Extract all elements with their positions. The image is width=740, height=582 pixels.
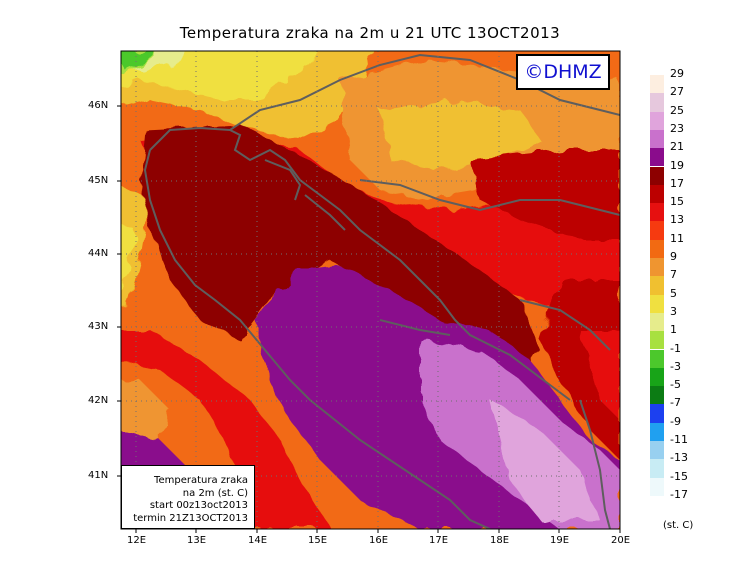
legend-swatch [650,367,664,387]
legend-swatch [650,129,664,149]
legend-units: (st. C) [663,520,694,531]
legend-swatch [650,477,664,496]
legend-swatch [650,148,664,167]
info-line-start: start 00z13oct2013 [149,500,248,511]
legend-label: 1 [670,323,677,337]
lon-label-19e: 19E [550,535,570,546]
legend-label: 15 [670,195,684,209]
legend-label: 3 [670,304,677,318]
legend-swatch [650,459,664,478]
legend-label: 5 [670,286,677,300]
legend-label: -7 [670,396,681,410]
lon-label-14e: 14E [248,535,268,546]
temperature-field [121,51,620,529]
lat-label-44n: 44N [88,248,109,259]
lon-label-18e: 18E [490,535,510,546]
legend-swatch [650,239,664,258]
legend-swatch [650,166,664,185]
legend-label: -17 [670,487,688,501]
legend-label: 19 [670,158,684,172]
legend-swatch [650,404,664,423]
legend-label: -13 [670,451,688,465]
legend-swatch [650,349,664,368]
lon-label-16e: 16E [369,535,389,546]
legend-label: -9 [670,414,681,428]
legend-swatch [650,294,664,313]
legend-label: 21 [670,140,684,154]
legend-swatch [650,312,664,332]
info-line-variable: Temperatura zraka [154,475,248,486]
legend-label: 7 [670,268,677,282]
lat-label-43n: 43N [88,321,109,332]
map-title: Temperatura zraka na 2m u 21 UTC 13OCT20… [179,24,561,42]
lat-label-42n: 42N [88,395,109,406]
coastlines [143,53,620,529]
legend-label: 17 [670,176,684,190]
lon-label-13e: 13E [187,535,207,546]
legend-label: 13 [670,213,684,227]
lon-label-20e: 20E [611,535,631,546]
legend-swatch [650,258,664,277]
legend-label: -15 [670,469,688,483]
legend-swatch [650,386,664,405]
axis-ticks [117,105,621,533]
legend-label: 11 [670,231,684,245]
legend-swatch [650,111,664,130]
lat-label-41n: 41N [88,470,109,481]
legend-swatch [650,276,664,295]
dhmz-copyright-logo: ©DHMZ [516,54,610,90]
lon-label-15e: 15E [308,535,328,546]
lat-label-45n: 45N [88,175,109,186]
legend-label: 29 [670,67,684,80]
legend-swatch [650,93,664,112]
legend-swatch [650,203,664,222]
info-box: Temperatura zraka na 2m (st. C) start 00… [121,465,255,529]
legend-label: 27 [670,85,684,99]
lat-label-46n: 46N [88,100,109,111]
legend-label: -11 [670,433,688,446]
legend-swatch [650,184,664,204]
legend-label: 9 [670,250,677,263]
legend-swatch [650,75,664,94]
legend-label: -1 [670,341,681,355]
plot-frame [120,50,621,530]
graticule [121,51,620,529]
info-line-term: termin 21Z13OCT2013 [133,512,248,524]
legend-label: -3 [670,359,681,373]
legend-label: 23 [670,121,684,135]
legend-label: 25 [670,103,684,117]
lon-label-17e: 17E [429,535,449,546]
legend-label: -5 [670,378,681,392]
legend-swatch [650,422,664,441]
info-line-units: na 2m (st. C) [182,487,248,499]
legend-swatch [650,331,664,350]
legend-swatch [650,221,664,240]
lon-label-12e: 12E [127,535,147,546]
legend-swatch [650,441,664,460]
